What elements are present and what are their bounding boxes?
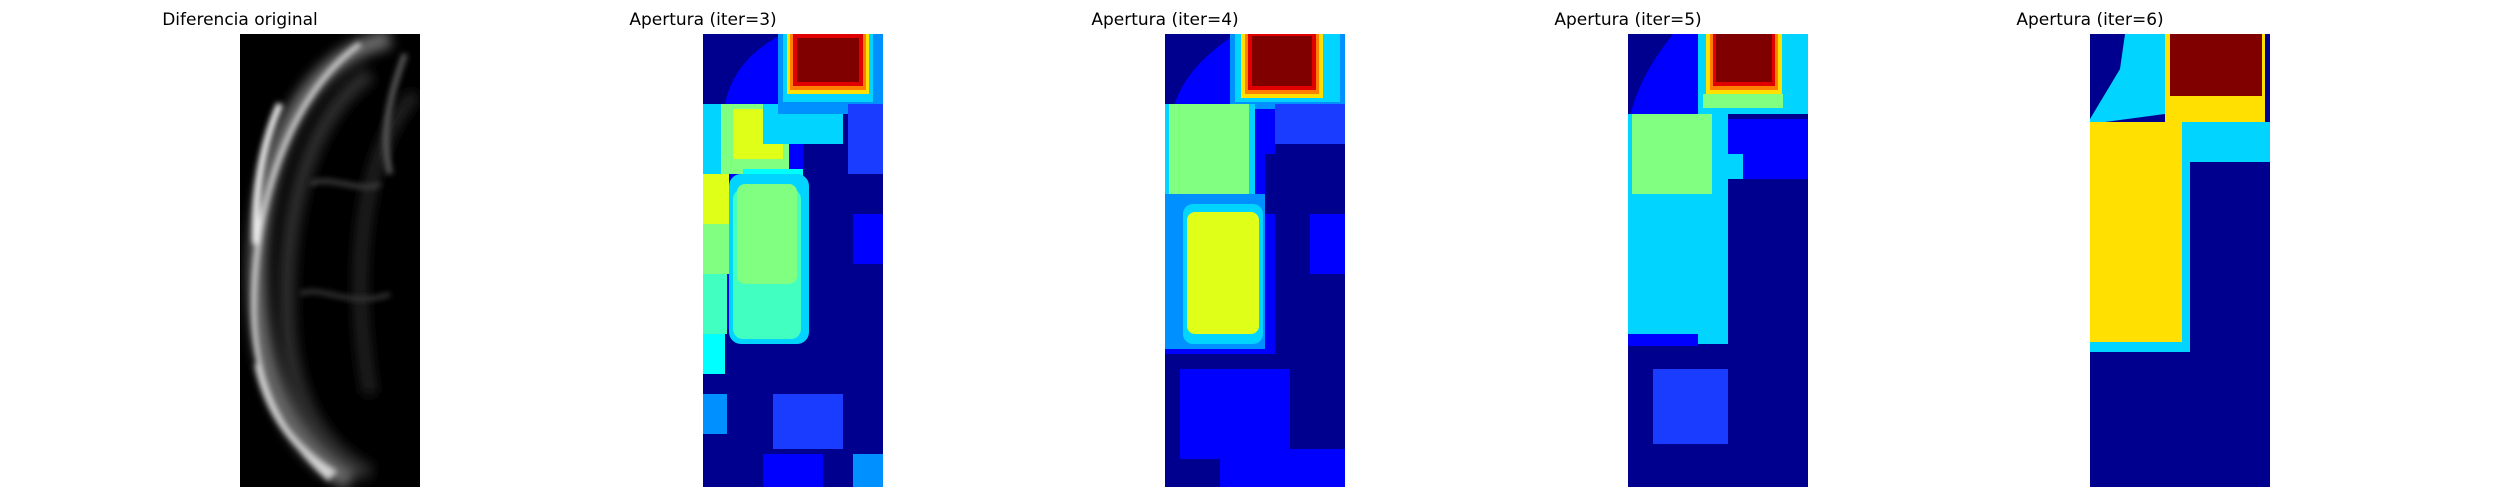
original-difference-image [240,34,420,487]
opening-iter5-svg [1628,34,1808,487]
opening-iter4-image [1165,34,1345,487]
panel-title-iter3: Apertura (iter=3) [629,10,777,30]
panel-title-iter6: Apertura (iter=6) [2016,10,2164,30]
opening-iter3-svg [703,34,883,487]
panel-title-iter5: Apertura (iter=5) [1554,10,1702,30]
panel-title-iter4: Apertura (iter=4) [1091,10,1239,30]
opening-iter6-image [2090,34,2270,487]
original-difference-svg [240,34,420,487]
opening-iter4-svg [1165,34,1345,487]
opening-iter3-image [703,34,883,487]
panel-title-original: Diferencia original [162,10,318,30]
opening-iter5-image [1628,34,1808,487]
opening-iter6-svg [2090,34,2270,487]
